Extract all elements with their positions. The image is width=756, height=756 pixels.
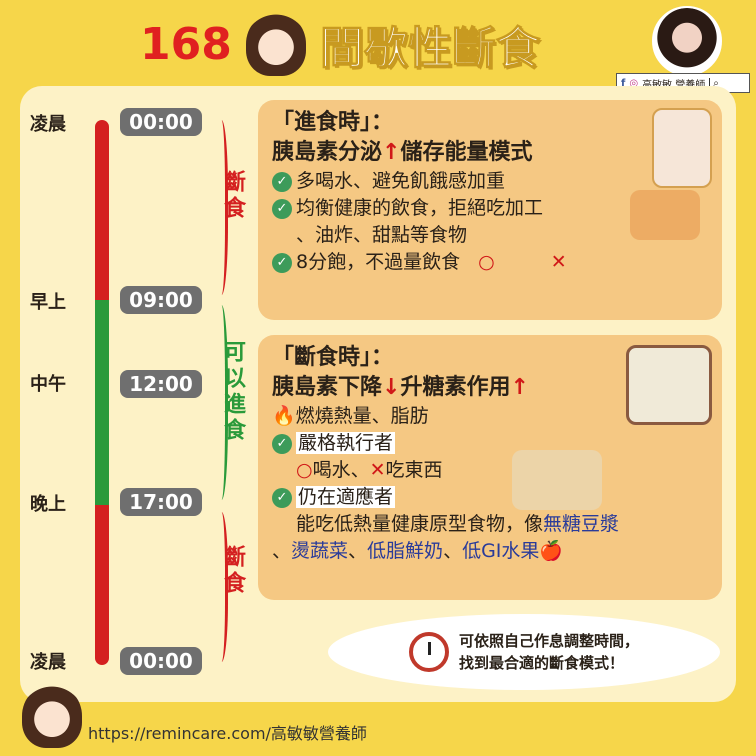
period-label: 凌晨: [30, 114, 66, 135]
arrow-up-icon: ↑: [382, 140, 401, 165]
junk-food-crossed-illustration: [630, 190, 700, 240]
author-photo: [652, 6, 722, 76]
list-item: 吃東西: [385, 459, 443, 481]
fasting-subtitle-a: 胰島素下降: [272, 375, 383, 400]
bracket: [212, 512, 228, 662]
check-icon: ✓: [272, 433, 292, 454]
adapt-label: 仍在適應者: [296, 486, 396, 508]
time-label: 00:00: [120, 108, 202, 136]
eating-girl-illustration: [652, 108, 712, 188]
separator: 、: [272, 540, 292, 562]
list-item: 燃燒熱量、脂肪: [295, 405, 429, 427]
list-item: 多喝水、避免飢餓感加重: [296, 170, 506, 192]
fasting-subtitle-b: 升糖素作用: [400, 375, 511, 400]
time-label: 17:00: [120, 488, 202, 516]
period-label: 中午: [30, 374, 66, 395]
eating-title: 「進食時」：: [272, 110, 394, 135]
title-text: 間歇性斷食: [319, 23, 540, 75]
time-label: 09:00: [120, 286, 202, 314]
circle-icon: ○: [296, 459, 313, 481]
period-label: 晚上: [30, 494, 66, 515]
tip-line: 找到最合適的斷食模式！: [458, 654, 624, 672]
list-item: 均衡健康的飲食，拒絕吃加工: [296, 197, 544, 219]
phase-label: 斷食: [220, 545, 245, 597]
fasting-bar-top: [95, 120, 109, 300]
sleeping-girl-illustration: [626, 345, 712, 425]
check-icon: ✓: [272, 487, 292, 508]
time-label: 12:00: [120, 370, 202, 398]
fasting-info-box: 「斷食時」： 胰島素下降↓升糖素作用↑ 🔥燃燒熱量、脂肪 ✓ 嚴格執行者 ○喝水、…: [258, 335, 722, 600]
separator: 、: [348, 540, 368, 562]
arrow-up-icon: ↑: [510, 375, 529, 400]
list-item: 8分飽，不過量飲食: [296, 251, 461, 273]
tip-bubble: 可依照自己作息調整時間， 找到最合適的斷食模式！: [328, 614, 720, 690]
time-label: 00:00: [120, 647, 202, 675]
cross-icon: ✕: [550, 251, 567, 273]
footer-url[interactable]: https://remincare.com/高敏敏營養師: [88, 724, 367, 743]
arrow-down-icon: ↓: [382, 375, 401, 400]
page-title: 168 間歇性斷食: [140, 12, 540, 76]
circle-icon: ○: [478, 251, 495, 273]
list-item: 、油炸、甜點等食物: [296, 224, 468, 246]
fasting-bar-bottom: [95, 505, 109, 665]
phase-label: 可以進食: [220, 340, 245, 444]
eating-subtitle-a: 胰島素分泌: [272, 140, 383, 165]
highlight-food: 低GI水果: [462, 540, 540, 562]
tip-line: 可依照自己作息調整時間，: [458, 632, 639, 650]
eating-subtitle-b: 儲存能量模式: [400, 140, 533, 165]
check-icon: ✓: [272, 198, 292, 219]
highlight-food: 燙蔬菜: [291, 540, 349, 562]
period-label: 凌晨: [30, 652, 66, 673]
apple-icon: 🍎: [539, 540, 564, 562]
separator: 、: [443, 540, 463, 562]
cross-icon: ✕: [369, 459, 386, 481]
fasting-title: 「斷食時」：: [272, 345, 394, 370]
highlight-food: 無糖豆漿: [543, 513, 620, 535]
author-name: 高敏敏 營養師: [642, 79, 706, 91]
eating-info-box: 「進食時」： 胰島素分泌↑儲存能量模式 ✓ 多喝水、避免飢餓感加重 ✓ 均衡健康的飲…: [258, 100, 722, 320]
check-icon: ✓: [272, 171, 292, 192]
phase-label: 斷食: [220, 170, 245, 222]
alarm-clock-icon: [408, 632, 449, 672]
dietitian-avatar: [245, 12, 306, 76]
bracket: [212, 120, 228, 295]
highlight-food: 低脂鮮奶: [367, 540, 444, 562]
eating-bar: [95, 300, 109, 505]
bracket: [212, 305, 228, 500]
strict-label: 嚴格執行者: [296, 432, 396, 454]
food-crossed-illustration: [512, 450, 602, 510]
period-label: 早上: [30, 292, 66, 313]
list-item: 喝水、: [312, 459, 370, 481]
dietitian-avatar: [22, 684, 82, 748]
title-number: 168: [140, 18, 232, 70]
check-icon: ✓: [272, 252, 292, 273]
search-icon[interactable]: ⌕: [709, 77, 719, 89]
instagram-icon[interactable]: ◎: [629, 77, 639, 89]
list-item: 能吃低熱量健康原型食物，像: [296, 513, 544, 535]
facebook-icon[interactable]: f: [621, 77, 626, 89]
fire-icon: 🔥: [272, 405, 296, 427]
